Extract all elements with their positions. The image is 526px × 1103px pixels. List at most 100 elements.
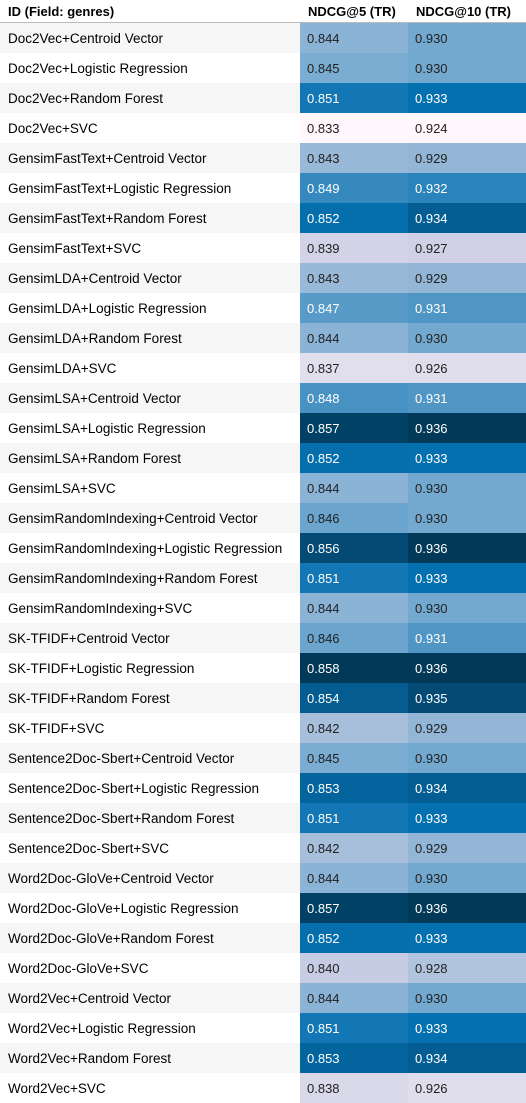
table-row: GensimRandomIndexing+SVC 0.844 0.930 — [0, 593, 526, 623]
ndcg10-cell: 0.933 — [408, 923, 526, 953]
table-row: Sentence2Doc-Sbert+SVC 0.842 0.929 — [0, 833, 526, 863]
table-row: Word2Vec+SVC 0.838 0.926 — [0, 1073, 526, 1103]
table-row: Word2Doc-GloVe+Logistic Regression 0.857 0… — [0, 893, 526, 923]
table-row: Word2Vec+Logistic Regression 0.851 0.933 — [0, 1013, 526, 1043]
ndcg10-cell: 0.936 — [408, 653, 526, 683]
ndcg5-cell: 0.852 — [300, 443, 408, 473]
table-row: Word2Doc-GloVe+SVC 0.840 0.928 — [0, 953, 526, 983]
ndcg10-cell: 0.930 — [408, 743, 526, 773]
table-row: GensimLDA+Random Forest 0.844 0.930 — [0, 323, 526, 353]
ndcg10-cell: 0.924 — [408, 113, 526, 143]
ndcg10-cell: 0.931 — [408, 293, 526, 323]
row-id-cell: GensimRandomIndexing+Random Forest — [0, 563, 300, 593]
row-id-cell: GensimLDA+SVC — [0, 353, 300, 383]
ndcg10-cell: 0.930 — [408, 593, 526, 623]
table-row: SK-TFIDF+Logistic Regression 0.858 0.936 — [0, 653, 526, 683]
table-row: GensimLDA+SVC 0.837 0.926 — [0, 353, 526, 383]
ndcg5-cell: 0.845 — [300, 53, 408, 83]
ndcg10-cell: 0.930 — [408, 22, 526, 53]
column-header-id[interactable]: ID (Field: genres) — [0, 0, 300, 23]
ndcg5-cell: 0.844 — [300, 863, 408, 893]
ndcg10-cell: 0.935 — [408, 683, 526, 713]
table-row: SK-TFIDF+SVC 0.842 0.929 — [0, 713, 526, 743]
row-id-cell: Word2Vec+Centroid Vector — [0, 983, 300, 1013]
ndcg10-cell: 0.934 — [408, 203, 526, 233]
row-id-cell: Word2Vec+SVC — [0, 1073, 300, 1103]
row-id-cell: GensimFastText+Centroid Vector — [0, 143, 300, 173]
ndcg5-cell: 0.852 — [300, 923, 408, 953]
ndcg10-cell: 0.930 — [408, 863, 526, 893]
table-row: Word2Doc-GloVe+Random Forest 0.852 0.933 — [0, 923, 526, 953]
row-id-cell: Doc2Vec+Centroid Vector — [0, 22, 300, 53]
table-row: GensimFastText+Centroid Vector 0.843 0.929 — [0, 143, 526, 173]
ndcg5-cell: 0.849 — [300, 173, 408, 203]
ndcg5-cell: 0.844 — [300, 593, 408, 623]
row-id-cell: Word2Doc-GloVe+SVC — [0, 953, 300, 983]
table-row: GensimLSA+Logistic Regression 0.857 0.936 — [0, 413, 526, 443]
row-id-cell: Word2Doc-GloVe+Logistic Regression — [0, 893, 300, 923]
ndcg5-cell: 0.848 — [300, 383, 408, 413]
table-row: GensimFastText+Logistic Regression 0.849 0… — [0, 173, 526, 203]
ndcg10-cell: 0.930 — [408, 503, 526, 533]
table-row: GensimLSA+Centroid Vector 0.848 0.931 — [0, 383, 526, 413]
ndcg10-cell: 0.929 — [408, 833, 526, 863]
ndcg5-cell: 0.851 — [300, 563, 408, 593]
table-row: GensimFastText+Random Forest 0.852 0.934 — [0, 203, 526, 233]
row-id-cell: SK-TFIDF+Logistic Regression — [0, 653, 300, 683]
ndcg5-cell: 0.837 — [300, 353, 408, 383]
ndcg5-cell: 0.858 — [300, 653, 408, 683]
ndcg10-cell: 0.933 — [408, 803, 526, 833]
row-id-cell: Word2Doc-GloVe+Centroid Vector — [0, 863, 300, 893]
ndcg10-cell: 0.928 — [408, 953, 526, 983]
table-row: Sentence2Doc-Sbert+Random Forest 0.851 0.9… — [0, 803, 526, 833]
ndcg10-cell: 0.936 — [408, 533, 526, 563]
ndcg5-cell: 0.853 — [300, 773, 408, 803]
ndcg10-cell: 0.936 — [408, 413, 526, 443]
ndcg5-cell: 0.854 — [300, 683, 408, 713]
ndcg10-cell: 0.934 — [408, 1043, 526, 1073]
ndcg10-cell: 0.930 — [408, 323, 526, 353]
ndcg10-cell: 0.926 — [408, 353, 526, 383]
ndcg10-cell: 0.929 — [408, 713, 526, 743]
row-id-cell: Word2Doc-GloVe+Random Forest — [0, 923, 300, 953]
ndcg5-cell: 0.844 — [300, 983, 408, 1013]
row-id-cell: GensimFastText+SVC — [0, 233, 300, 263]
ndcg10-cell: 0.933 — [408, 443, 526, 473]
ndcg10-cell: 0.930 — [408, 473, 526, 503]
ndcg10-cell: 0.927 — [408, 233, 526, 263]
table-body: Doc2Vec+Centroid Vector 0.844 0.930 Doc2Vec… — [0, 22, 526, 1103]
row-id-cell: Sentence2Doc-Sbert+SVC — [0, 833, 300, 863]
table-row: Word2Doc-GloVe+Centroid Vector 0.844 0.930 — [0, 863, 526, 893]
ndcg5-cell: 0.851 — [300, 1013, 408, 1043]
ndcg5-cell: 0.843 — [300, 143, 408, 173]
table-row: Doc2Vec+Random Forest 0.851 0.933 — [0, 83, 526, 113]
ndcg10-cell: 0.933 — [408, 83, 526, 113]
ndcg5-cell: 0.847 — [300, 293, 408, 323]
table-row: Doc2Vec+Centroid Vector 0.844 0.930 — [0, 22, 526, 53]
row-id-cell: Sentence2Doc-Sbert+Logistic Regression — [0, 773, 300, 803]
table-row: GensimRandomIndexing+Random Forest 0.851 0… — [0, 563, 526, 593]
ndcg10-cell: 0.929 — [408, 263, 526, 293]
ndcg10-cell: 0.932 — [408, 173, 526, 203]
column-header-ndcg10[interactable]: NDCG@10 (TR) — [408, 0, 526, 23]
ndcg5-cell: 0.833 — [300, 113, 408, 143]
table-row: GensimFastText+SVC 0.839 0.927 — [0, 233, 526, 263]
row-id-cell: Doc2Vec+Logistic Regression — [0, 53, 300, 83]
table-row: Sentence2Doc-Sbert+Logistic Regression 0.… — [0, 773, 526, 803]
row-id-cell: GensimRandomIndexing+SVC — [0, 593, 300, 623]
ndcg5-cell: 0.852 — [300, 203, 408, 233]
ndcg5-cell: 0.853 — [300, 1043, 408, 1073]
ndcg5-cell: 0.843 — [300, 263, 408, 293]
ndcg5-cell: 0.851 — [300, 83, 408, 113]
ndcg10-cell: 0.931 — [408, 383, 526, 413]
ndcg5-cell: 0.842 — [300, 833, 408, 863]
row-id-cell: GensimLSA+Logistic Regression — [0, 413, 300, 443]
ndcg5-cell: 0.840 — [300, 953, 408, 983]
table-row: Doc2Vec+SVC 0.833 0.924 — [0, 113, 526, 143]
ndcg5-cell: 0.844 — [300, 473, 408, 503]
column-header-ndcg5[interactable]: NDCG@5 (TR) — [300, 0, 408, 23]
table-row: Word2Vec+Random Forest 0.853 0.934 — [0, 1043, 526, 1073]
ndcg10-cell: 0.929 — [408, 143, 526, 173]
row-id-cell: GensimLDA+Centroid Vector — [0, 263, 300, 293]
